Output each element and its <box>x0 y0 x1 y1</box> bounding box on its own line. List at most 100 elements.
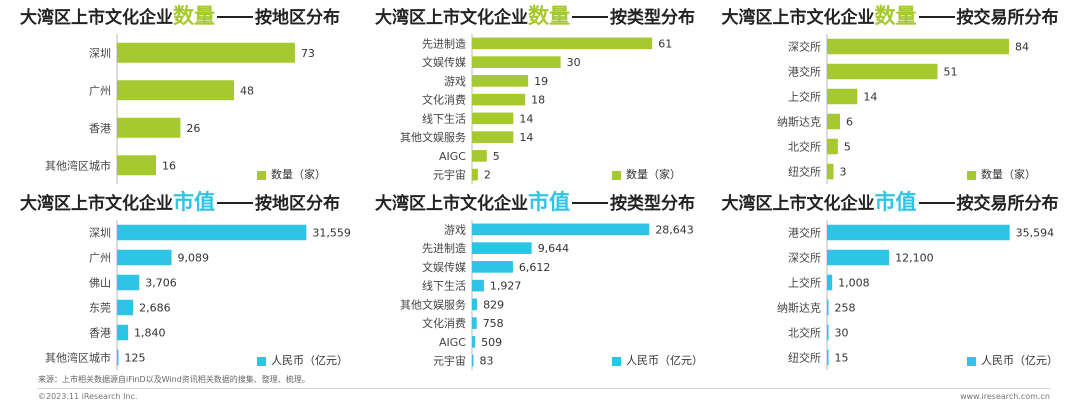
chart-legend: 数量（家） <box>257 166 326 182</box>
value-label: 758 <box>483 317 504 330</box>
value-label: 6 <box>846 116 853 129</box>
chart-title: 大湾区上市文化企业市值 按交易所分布 <box>715 188 1065 216</box>
title-dash <box>572 201 608 204</box>
category-label: AIGC <box>439 150 466 163</box>
value-label: 26 <box>186 122 200 135</box>
category-label: 深交所 <box>788 40 821 54</box>
category-label: 文化消费 <box>422 93 466 107</box>
bar-chart: 深圳 31,559 广州 9,089 佛山 3,706 东莞 2,686 香港 1,840 其他湾区… <box>45 220 351 370</box>
category-label: 元宇宙 <box>433 354 466 368</box>
legend-label: 人民币（亿元） <box>271 354 348 367</box>
category-label: 广州 <box>89 252 111 265</box>
chart-title: 大湾区上市文化企业市值 按类型分布 <box>360 188 710 216</box>
category-label: 线下生活 <box>422 111 466 125</box>
value-label: 509 <box>481 336 502 349</box>
chart-title: 大湾区上市文化企业市值 按地区分布 <box>5 188 355 216</box>
category-label: 先进制造 <box>422 36 466 50</box>
chart-title-highlight: 市值 <box>874 190 917 214</box>
category-label: 深圳 <box>89 47 111 60</box>
bar <box>117 224 307 241</box>
chart-title-suffix: 按地区分布 <box>255 194 340 214</box>
bar-chart: 深圳 73 广州 48 香港 26 其他湾区城市 16 <box>45 34 315 184</box>
bar-chart: 深交所 84 港交所 51 上交所 14 纳斯达克 6 北交所 5 纽交所 3 <box>777 34 1029 184</box>
category-label: 纽交所 <box>788 351 821 365</box>
bar <box>472 150 487 162</box>
bar <box>827 299 829 316</box>
chart-title-prefix: 大湾区上市文化企业 <box>721 8 875 28</box>
value-label: 14 <box>863 91 877 104</box>
value-label: 30 <box>567 56 581 69</box>
bar-chart: 港交所 35,594 深交所 12,100 上交所 1,008 纳斯达克 258 北交所 30 纽交… <box>777 220 1055 370</box>
chart-panel: 大湾区上市文化企业市值 按交易所分布 港交所 35,594 深交所 12,100 上交所 1,… <box>715 188 1065 378</box>
bar <box>827 63 938 80</box>
legend-label: 人民币（亿元） <box>981 354 1058 367</box>
value-label: 16 <box>162 159 176 172</box>
bar <box>827 324 829 341</box>
value-label: 5 <box>844 141 851 154</box>
value-label: 61 <box>658 37 672 50</box>
title-dash <box>217 15 253 18</box>
legend-swatch <box>612 170 621 180</box>
category-label: 文化消费 <box>422 316 466 330</box>
chart-panel: 大湾区上市文化企业数量 按交易所分布 深交所 84 港交所 51 上交所 14 纳斯达克 6 北交所… <box>715 2 1065 192</box>
category-label: AIGC <box>439 336 466 349</box>
chart-title-highlight: 数量 <box>528 4 570 28</box>
value-label: 125 <box>125 352 146 365</box>
value-label: 9,089 <box>178 252 210 265</box>
legend-swatch <box>257 170 266 180</box>
chart-legend: 人民币（亿元） <box>967 352 1058 368</box>
category-label: 游戏 <box>444 75 466 88</box>
chart-legend: 数量（家） <box>967 166 1036 182</box>
category-label: 深圳 <box>89 227 111 240</box>
footer-divider <box>38 388 1050 389</box>
category-label: 游戏 <box>444 223 466 236</box>
value-label: 30 <box>835 327 849 340</box>
value-label: 1,008 <box>838 277 870 290</box>
bar-chart: 游戏 28,643 先进制造 9,644 文娱传媒 6,612 线下生活 1,927 其他文娱服… <box>400 220 694 370</box>
chart-panel: 大湾区上市文化企业市值 按地区分布 深圳 31,559 广州 9,089 佛山 3,706 东莞… <box>5 188 355 378</box>
chart-title-highlight: 数量 <box>173 4 215 28</box>
bar <box>117 324 129 341</box>
bar <box>472 354 474 367</box>
category-label: 上交所 <box>788 90 821 104</box>
bar <box>472 317 477 329</box>
category-label: 香港 <box>89 327 111 340</box>
legend-swatch <box>967 356 976 366</box>
category-label: 纽交所 <box>788 165 821 179</box>
legend-swatch <box>257 356 266 366</box>
value-label: 2 <box>484 169 491 182</box>
bar <box>117 249 172 266</box>
value-label: 15 <box>835 352 849 365</box>
category-label: 元宇宙 <box>433 168 466 182</box>
bar <box>117 42 295 63</box>
category-label: 北交所 <box>788 140 821 154</box>
legend-label: 数量（家） <box>981 168 1036 181</box>
legend-swatch <box>967 170 976 180</box>
chart-title-prefix: 大湾区上市文化企业 <box>20 194 173 214</box>
bar <box>827 274 833 291</box>
category-label: 文娱传媒 <box>422 55 466 69</box>
legend-label: 数量（家） <box>626 168 681 181</box>
source-note: 来源：上市相关数据源自iFinD以及Wind资讯相关数据的搜集、整理、梳理。 <box>38 375 310 384</box>
bar <box>472 242 532 254</box>
bar <box>472 112 514 125</box>
value-label: 2,686 <box>139 302 171 315</box>
legend-swatch <box>612 356 621 366</box>
value-label: 84 <box>1015 41 1029 54</box>
chart-panel: 大湾区上市文化企业数量 按地区分布 深圳 73 广州 48 香港 26 其他湾区城市 16 数量（家… <box>5 2 355 192</box>
value-label: 18 <box>531 94 545 107</box>
value-label: 829 <box>483 298 504 311</box>
value-label: 5 <box>493 150 500 163</box>
bar <box>472 298 478 311</box>
bar <box>472 279 484 292</box>
bar <box>827 349 829 366</box>
bar <box>472 75 529 87</box>
bar <box>472 56 561 68</box>
bar <box>117 117 181 138</box>
category-label: 其他湾区城市 <box>45 351 111 365</box>
value-label: 9,644 <box>538 242 570 255</box>
chart-title-suffix: 按交易所分布 <box>956 194 1059 214</box>
value-label: 35,594 <box>1016 227 1055 240</box>
chart-title-highlight: 市值 <box>173 190 215 214</box>
category-label: 其他文娱服务 <box>400 297 466 311</box>
